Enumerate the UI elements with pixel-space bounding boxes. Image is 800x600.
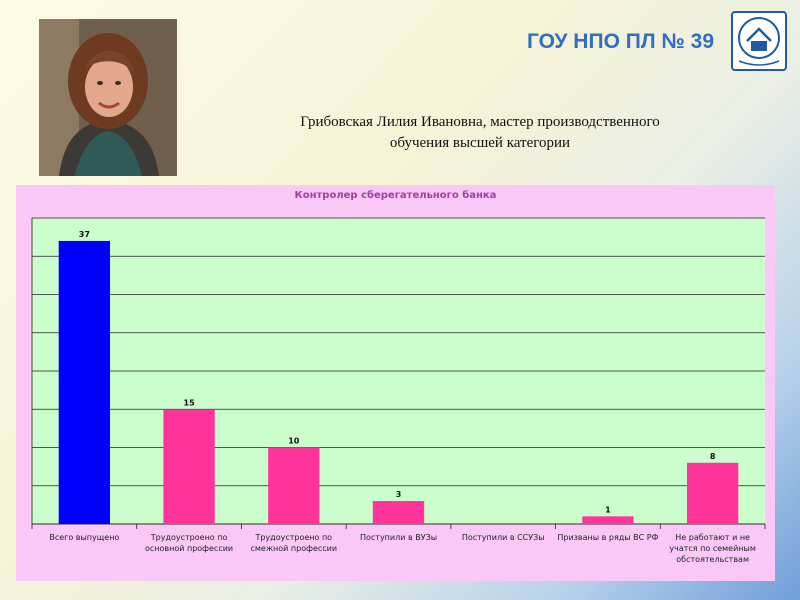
bar-value-label: 15 <box>184 398 196 407</box>
portrait-photo <box>39 19 177 176</box>
category-label: Призваны в ряды ВС РФ <box>557 533 659 542</box>
bar <box>163 409 215 524</box>
school-emblem-icon <box>731 11 787 71</box>
chart-title: Контролер сберегательного банка <box>294 190 497 201</box>
bar <box>268 447 320 524</box>
category-label: Поступили в ССУЗы <box>461 533 545 542</box>
bar-value-label: 37 <box>79 230 90 239</box>
bar <box>372 501 425 524</box>
bar-value-label: 10 <box>288 437 300 446</box>
bar-chart: 37 15 10 3 1 8 <box>31 217 766 529</box>
caption-line-2: обучения высшей категории <box>389 135 571 151</box>
org-title: ГОУ НПО ПЛ № 39 <box>526 30 714 53</box>
bar-value-label: 8 <box>710 452 716 461</box>
caption-line-1: Грибовская Лилия Ивановна, мастер произв… <box>300 114 660 130</box>
category-label: Поступили в ВУЗы <box>359 533 438 542</box>
bar <box>582 516 634 524</box>
chart-container: 37 15 10 3 1 8 Контролер сберегательного банк… <box>16 185 775 581</box>
category-label: Всего выпущено <box>49 533 120 542</box>
bar <box>58 240 111 524</box>
bar-value-label: 1 <box>605 505 611 514</box>
category-label: Трудоустроено по смежной профессии <box>250 533 338 553</box>
bar-value-label: 3 <box>396 490 402 499</box>
category-label: Не работают и не учатся по семейным обст… <box>669 533 756 564</box>
caption: Грибовская Лилия Ивановна, мастер произв… <box>210 112 750 154</box>
category-label: Трудоустроено по основной профессии <box>144 533 234 553</box>
bar <box>686 462 739 524</box>
